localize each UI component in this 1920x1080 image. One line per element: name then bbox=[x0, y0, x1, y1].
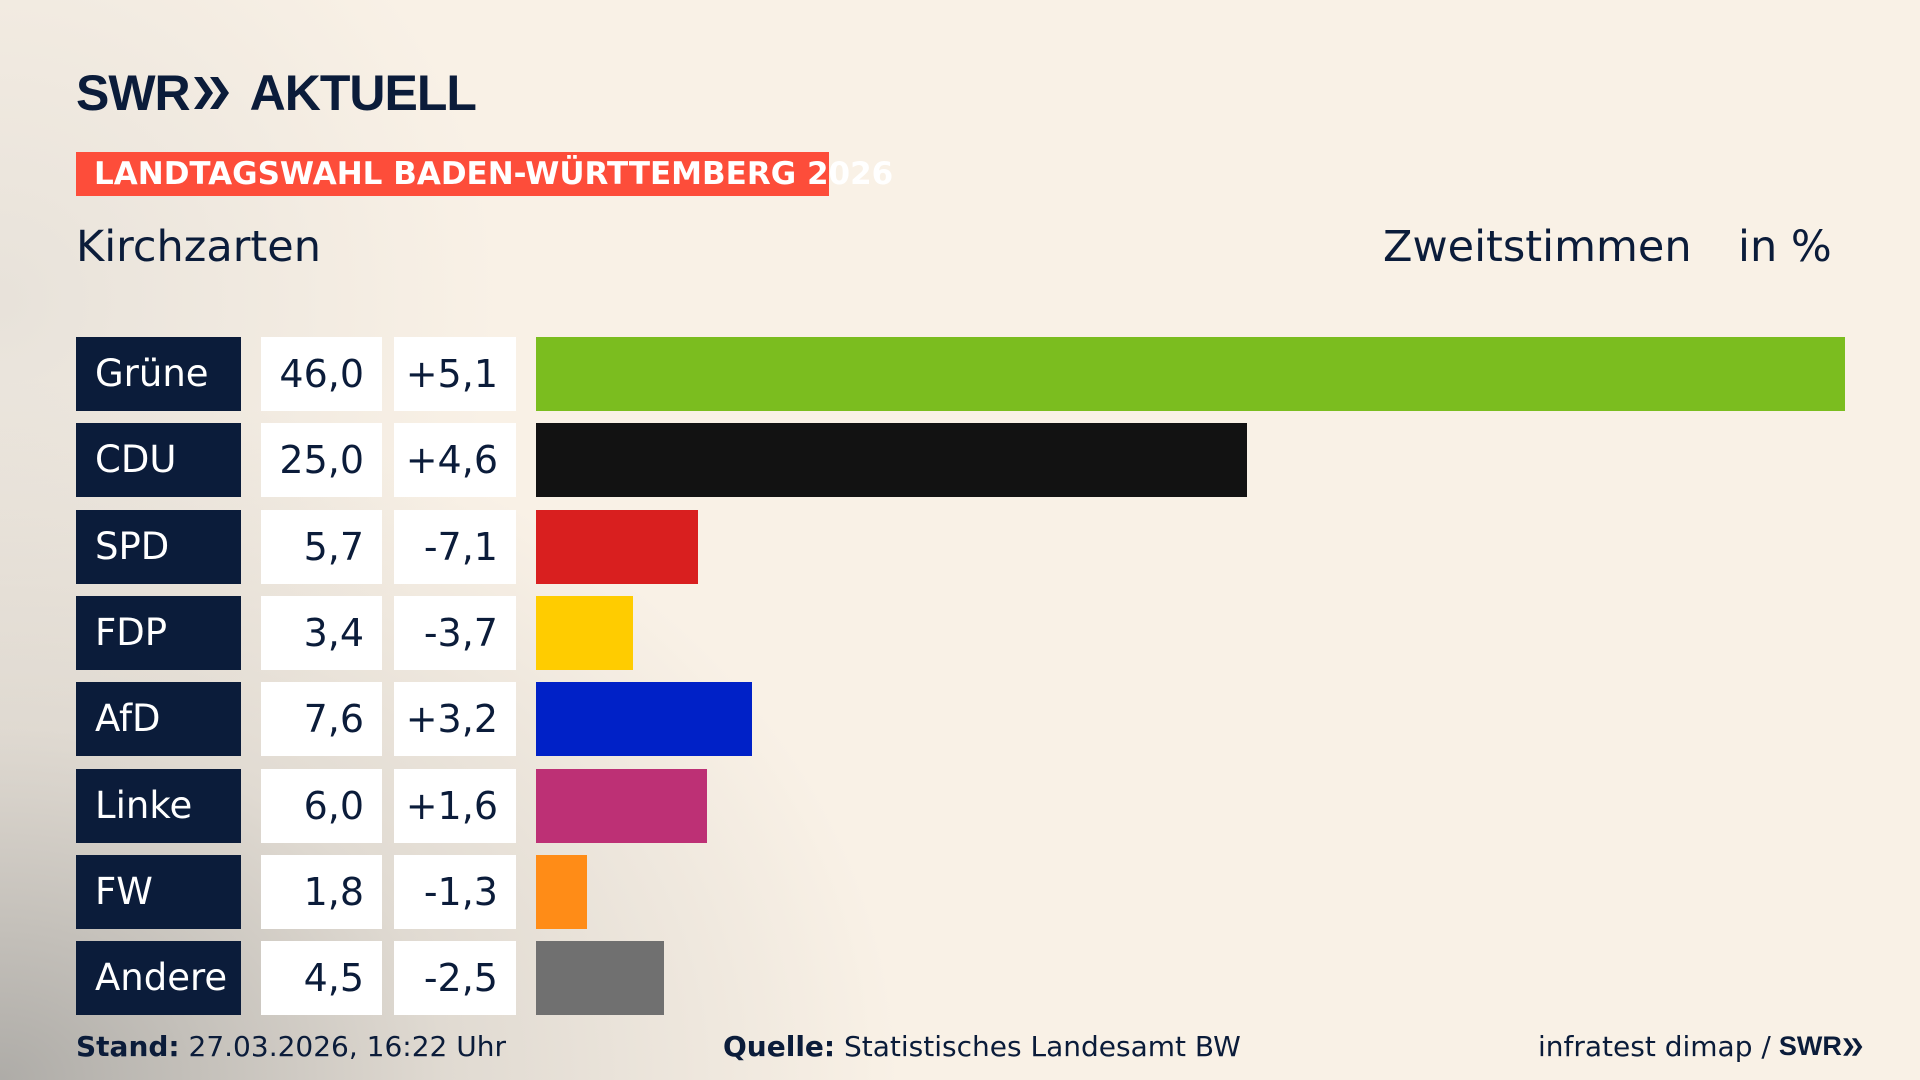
stand-value: 27.03.2026, 16:22 Uhr bbox=[188, 1030, 506, 1063]
logo-aktuell: AKTUELL bbox=[249, 65, 477, 121]
swr-aktuell-logo: SWR AKTUELL bbox=[76, 65, 477, 121]
vote-share-value: 46,0 bbox=[261, 337, 382, 411]
vote-change-value: +5,1 bbox=[394, 337, 516, 411]
vote-share-bar bbox=[536, 682, 753, 757]
logo-swr: SWR bbox=[76, 65, 191, 121]
result-row: Linke 6,0 +1,6 bbox=[76, 768, 1876, 843]
party-label: Andere bbox=[76, 941, 241, 1016]
party-label: AfD bbox=[76, 682, 241, 757]
vote-share-bar bbox=[536, 337, 1845, 411]
timestamp: Stand: 27.03.2026, 16:22 Uhr bbox=[76, 1030, 506, 1063]
vote-share-value: 25,0 bbox=[261, 423, 382, 498]
double-chevron-icon bbox=[193, 77, 229, 109]
vote-change-value: -1,3 bbox=[394, 854, 516, 929]
election-banner: LANDTAGSWAHL BADEN-WÜRTTEMBERG 2026 bbox=[76, 152, 893, 196]
vote-type-label: Zweitstimmen bbox=[1383, 222, 1692, 272]
source-label: Quelle: bbox=[723, 1030, 836, 1063]
result-row: FDP 3,4 -3,7 bbox=[76, 595, 1876, 670]
vote-share-bar bbox=[536, 854, 588, 929]
vote-share-bar bbox=[536, 768, 707, 843]
party-label: FW bbox=[76, 854, 241, 929]
result-row: FW 1,8 -1,3 bbox=[76, 854, 1876, 929]
vote-share-value: 6,0 bbox=[261, 768, 382, 843]
party-label: SPD bbox=[76, 509, 241, 584]
result-row: Andere 4,5 -2,5 bbox=[76, 941, 1876, 1016]
result-row: AfD 7,6 +3,2 bbox=[76, 682, 1876, 757]
vote-share-bar bbox=[536, 941, 665, 1016]
unit-label: in % bbox=[1738, 222, 1832, 272]
vote-share-bar bbox=[536, 509, 699, 584]
vote-change-value: -7,1 bbox=[394, 509, 516, 584]
party-label: CDU bbox=[76, 423, 241, 498]
vote-share-bar bbox=[536, 595, 633, 670]
result-row: SPD 5,7 -7,1 bbox=[76, 509, 1876, 584]
stand-label: Stand: bbox=[76, 1030, 180, 1063]
location-title: Kirchzarten bbox=[76, 222, 321, 272]
vote-share-value: 1,8 bbox=[261, 854, 382, 929]
vote-change-value: +3,2 bbox=[394, 682, 516, 757]
vote-change-value: -2,5 bbox=[394, 941, 516, 1016]
source-value: Statistisches Landesamt BW bbox=[844, 1030, 1241, 1063]
credit-swr-logo: SWR bbox=[1778, 1031, 1842, 1061]
vote-change-value: +1,6 bbox=[394, 768, 516, 843]
party-label: Linke bbox=[76, 768, 241, 843]
credit-text: infratest dimap / bbox=[1538, 1030, 1771, 1063]
source: Quelle: Statistisches Landesamt BW bbox=[723, 1030, 1241, 1063]
vote-share-value: 5,7 bbox=[261, 509, 382, 584]
vote-share-value: 3,4 bbox=[261, 595, 382, 670]
result-row: Grüne 46,0 +5,1 bbox=[76, 337, 1876, 411]
result-row: CDU 25,0 +4,6 bbox=[76, 423, 1876, 498]
party-label: Grüne bbox=[76, 337, 241, 411]
vote-change-value: +4,6 bbox=[394, 423, 516, 498]
vote-share-value: 4,5 bbox=[261, 941, 382, 1016]
party-label: FDP bbox=[76, 595, 241, 670]
credit: infratest dimap / SWR bbox=[1538, 1030, 1864, 1063]
vote-change-value: -3,7 bbox=[394, 595, 516, 670]
vote-share-bar bbox=[536, 423, 1248, 498]
double-chevron-icon bbox=[1842, 1037, 1863, 1056]
vote-share-value: 7,6 bbox=[261, 682, 382, 757]
